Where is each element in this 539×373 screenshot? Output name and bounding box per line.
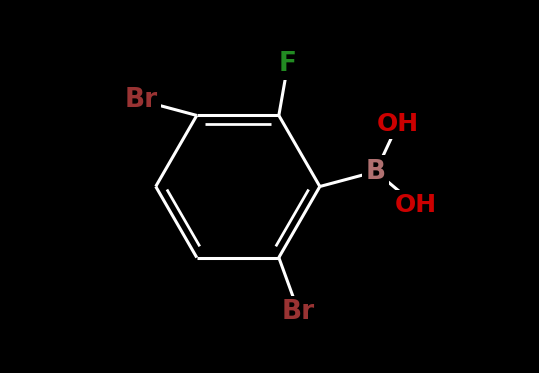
- Text: OH: OH: [377, 112, 419, 136]
- Text: F: F: [279, 51, 297, 77]
- Text: B: B: [365, 159, 386, 185]
- Text: Br: Br: [282, 299, 315, 325]
- Text: Br: Br: [125, 88, 157, 113]
- Text: OH: OH: [395, 193, 437, 217]
